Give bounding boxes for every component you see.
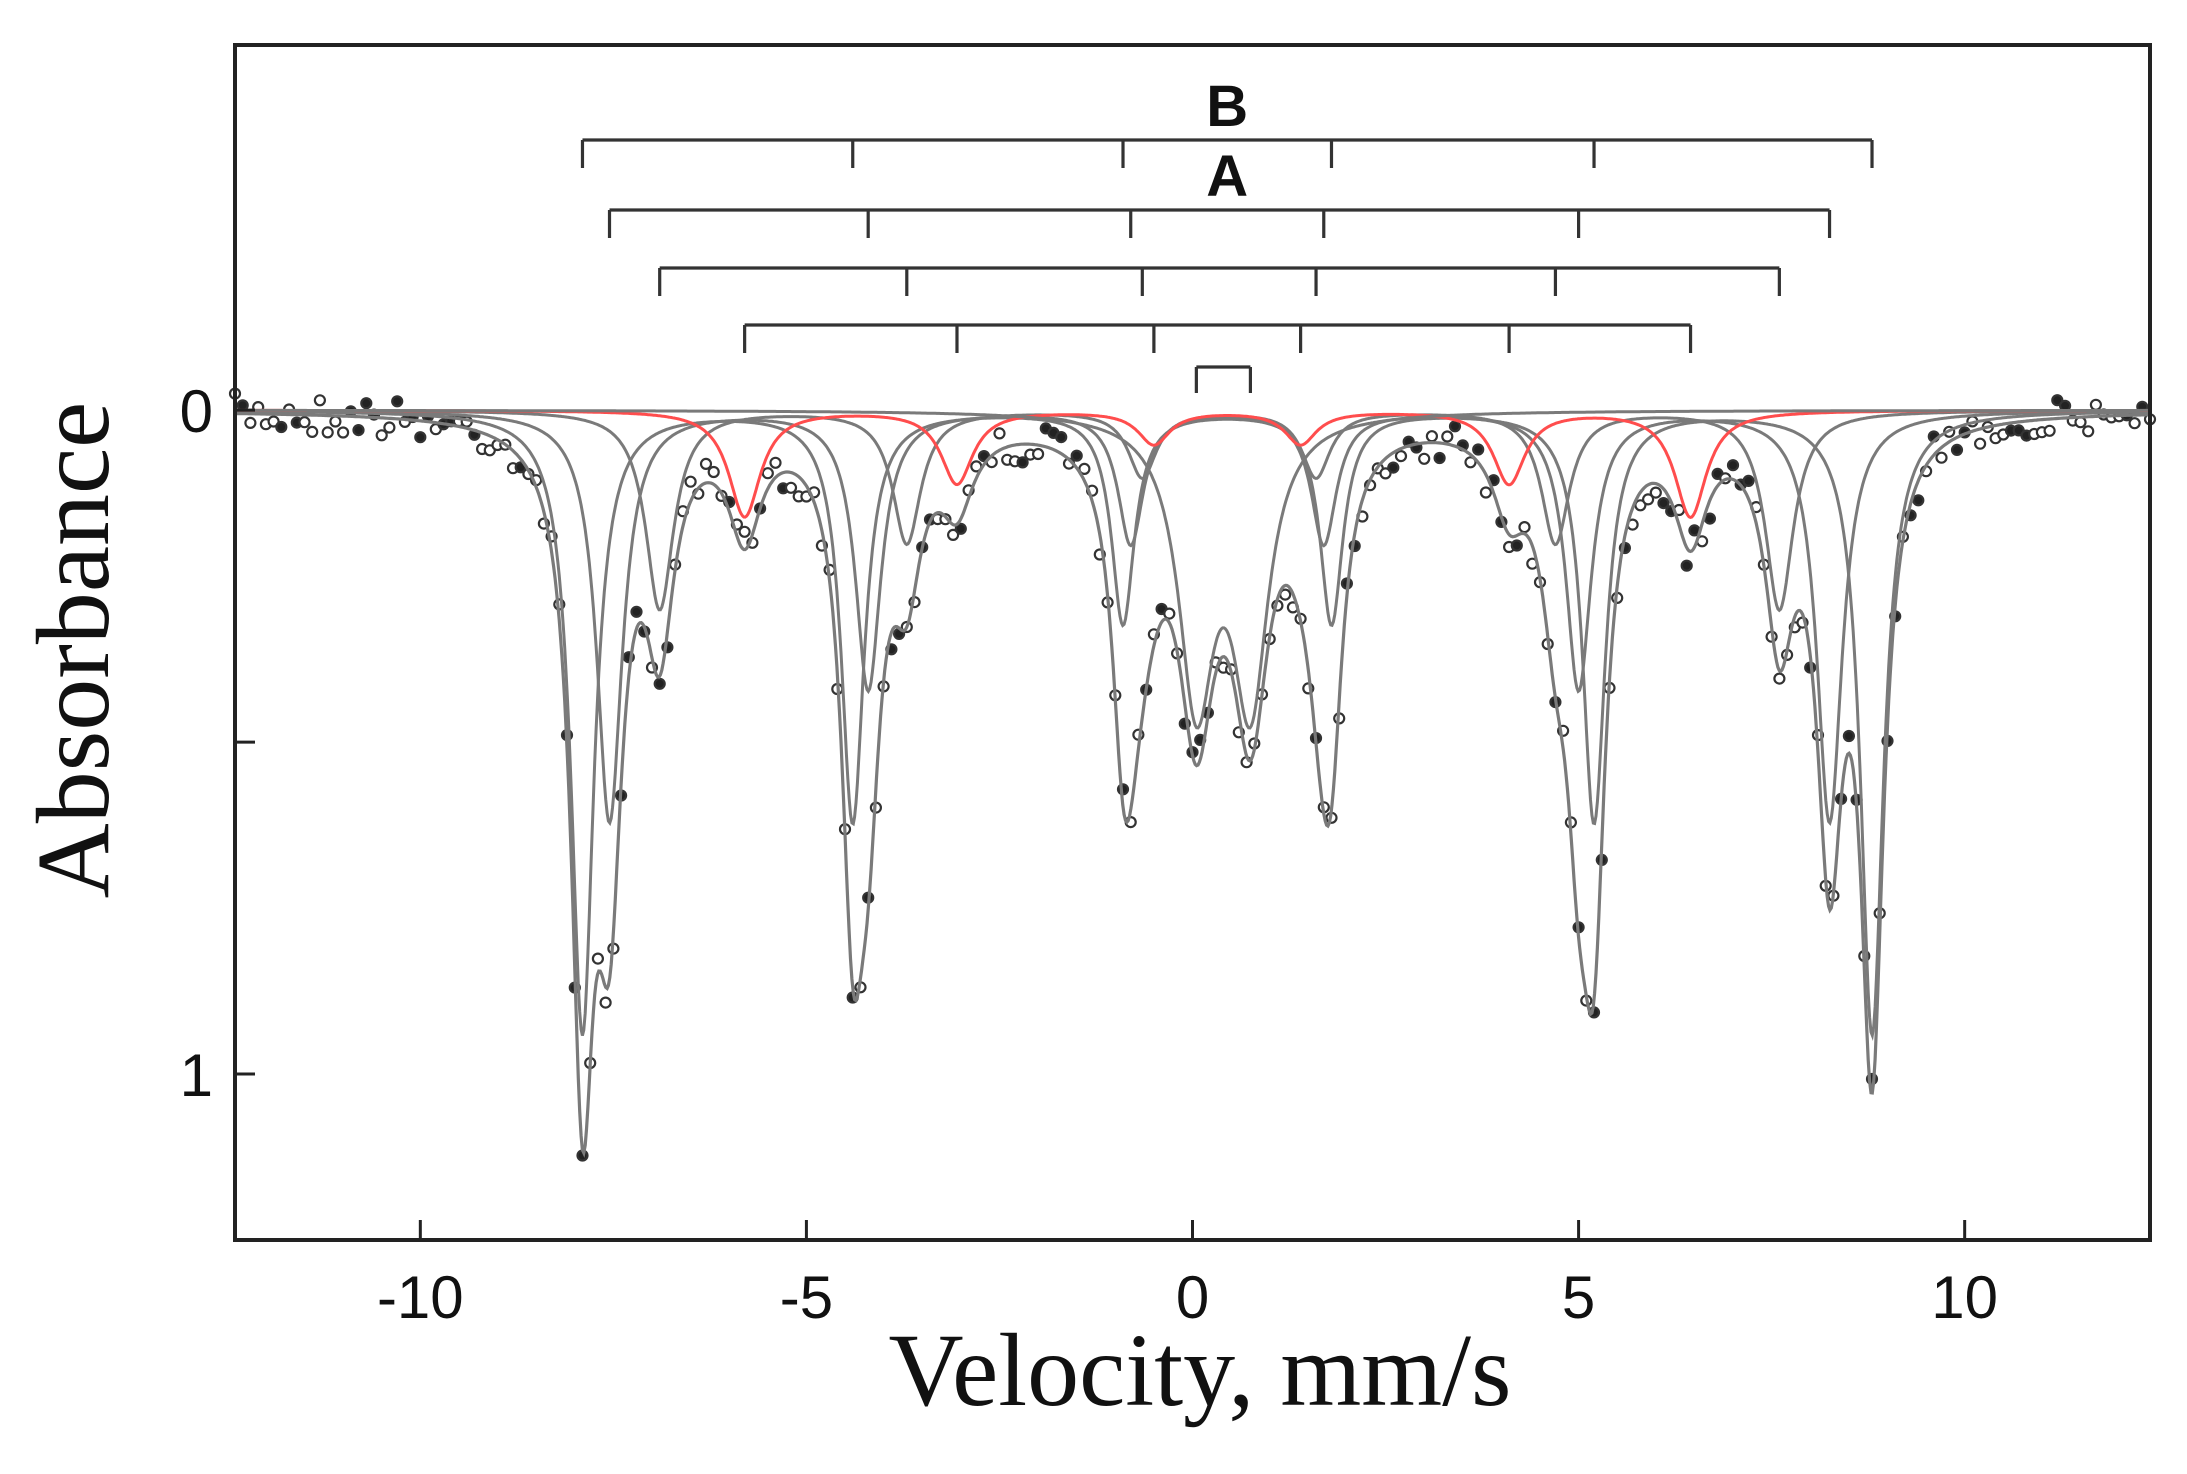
data-point [707, 465, 720, 479]
data-point [769, 456, 782, 469]
data-point [298, 416, 311, 429]
data-point [391, 395, 404, 408]
x-tick-label: -10 [377, 1264, 464, 1331]
data-point [1031, 447, 1045, 461]
data-point [1742, 474, 1755, 487]
data-point [699, 457, 713, 470]
plot-area: BA [228, 74, 2157, 1162]
x-tick-label: 5 [1562, 1264, 1595, 1331]
data-point [1464, 456, 1477, 469]
data-point [761, 467, 774, 480]
data-point [1163, 607, 1176, 620]
data-point [1950, 443, 1964, 456]
doublet-stick [1194, 365, 1253, 393]
data-point [352, 424, 365, 437]
data-point [329, 415, 342, 428]
data-point [599, 996, 612, 1009]
y-tick-label: 0 [180, 378, 213, 445]
data-point [1425, 430, 1439, 443]
fit-component-doublet-5 [235, 408, 2150, 730]
sextet-stick-S3 [658, 266, 1781, 296]
x-tick-label: 0 [1176, 1264, 1209, 1331]
y-tick-label: 1 [180, 1042, 213, 1109]
data-point [1657, 497, 1670, 510]
x-tick-label: 10 [1931, 1264, 1998, 1331]
data-point [1070, 449, 1083, 462]
data-point [1641, 493, 1655, 506]
data-point [2128, 417, 2141, 430]
data-point [1387, 461, 1400, 474]
data-point [337, 426, 350, 439]
sextet-stick-B: B [580, 74, 1874, 168]
x-tick-label: -5 [780, 1264, 833, 1331]
stick-label: A [1206, 144, 1248, 209]
data-point [630, 605, 643, 618]
y-axis-title: Absorbance [16, 402, 131, 899]
data-point [1433, 451, 1446, 465]
data-point [360, 397, 373, 410]
data-point [1518, 520, 1531, 534]
data-point [313, 394, 326, 407]
data-point [1418, 452, 1431, 465]
data-point [1973, 437, 1987, 450]
data-point [1649, 486, 1662, 499]
data-point [383, 421, 396, 434]
data-point [954, 522, 967, 535]
data-point [1510, 539, 1523, 552]
data-point [977, 450, 991, 463]
data-point [1016, 456, 1029, 469]
data-point [784, 481, 798, 494]
data-point [653, 677, 666, 690]
data-point [1703, 512, 1717, 525]
sextet-stick-S4 [743, 323, 1693, 353]
data-point [1472, 443, 1485, 456]
data-point [2043, 424, 2056, 437]
stick-label: B [1206, 74, 1248, 139]
data-point [1726, 459, 1740, 472]
data-point [2089, 398, 2102, 411]
data-point [1441, 430, 1454, 443]
data-point [1379, 467, 1392, 480]
fit-component-sextet-2 [234, 409, 2150, 827]
data-point [306, 425, 319, 438]
data-point [414, 431, 427, 444]
data-point [1935, 451, 1948, 464]
data-point [1394, 450, 1408, 463]
data-point [1055, 431, 1068, 444]
data-point [1680, 559, 1693, 572]
data-point [1773, 672, 1786, 685]
data-point [375, 429, 388, 442]
data-point [244, 416, 257, 429]
data-point [2082, 425, 2095, 438]
data-point [1078, 462, 1091, 475]
data-point [321, 426, 334, 439]
data-point [275, 420, 288, 434]
data-point [1479, 486, 1493, 499]
data-point [1448, 420, 1462, 433]
fit-envelope-curve [234, 411, 2150, 1159]
data-point [684, 475, 697, 488]
sextet-stick-A: A [607, 144, 1832, 238]
data-point [1912, 494, 1925, 507]
axis-ticks: -10 -5 0 5 10 0 1 [180, 378, 1998, 1331]
data-point [993, 427, 1006, 440]
data-point [946, 528, 960, 542]
data-point [2051, 394, 2064, 407]
data-point [738, 525, 751, 538]
data-point [1842, 729, 1856, 743]
data-point [591, 952, 605, 965]
x-axis-title: Velocity, mm/s [889, 1313, 1512, 1428]
